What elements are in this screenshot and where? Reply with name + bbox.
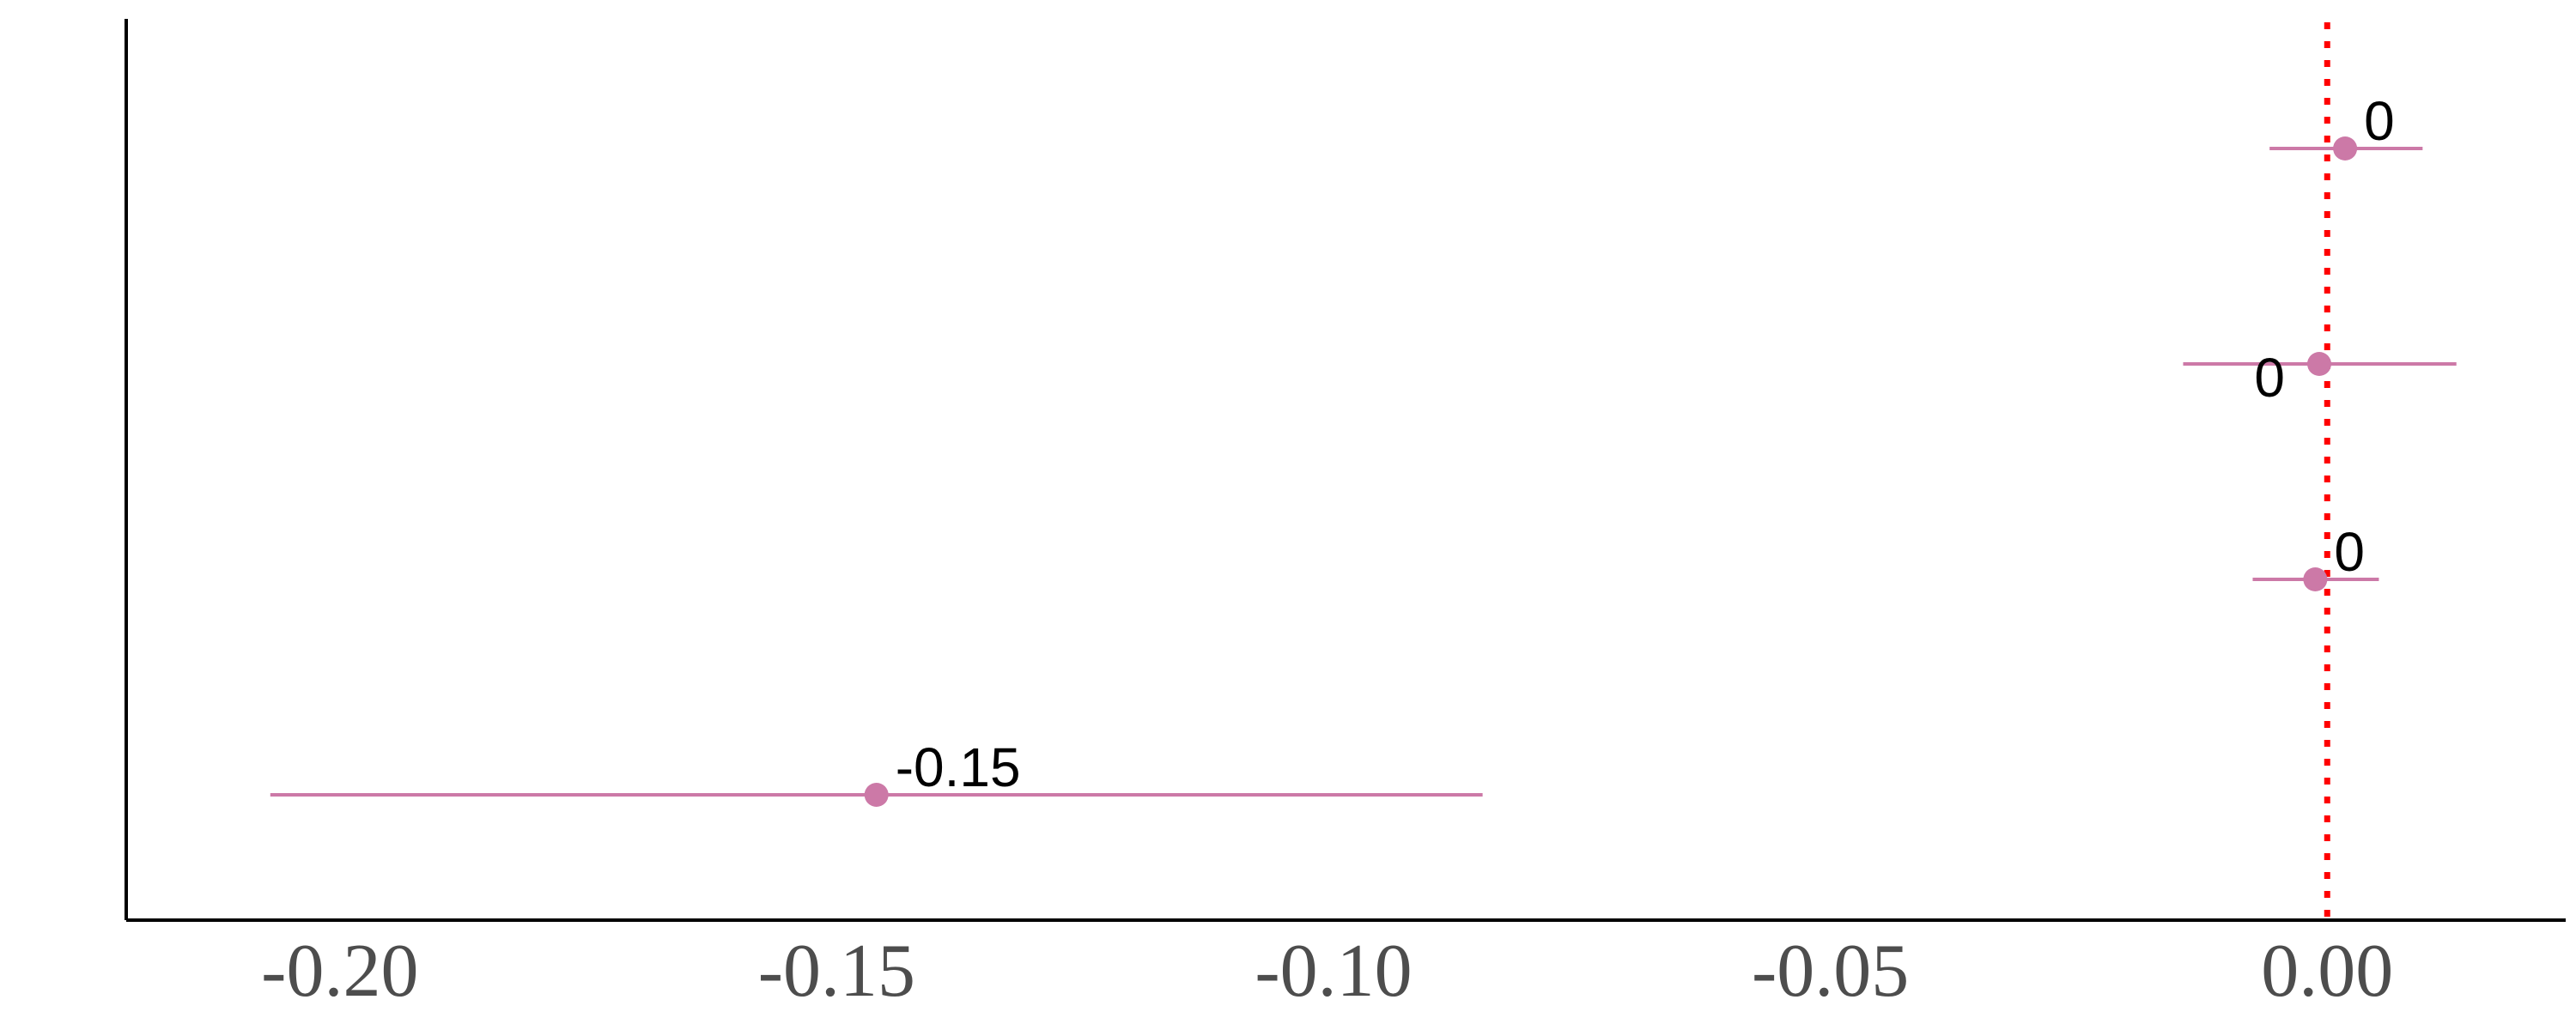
x-tick-label: -0.15: [758, 930, 915, 1013]
forest-row: 0: [2269, 90, 2423, 161]
data-marks: 0 0 0 -0.15: [270, 90, 2457, 807]
point-estimate: [864, 783, 889, 807]
point-estimate: [2333, 136, 2358, 161]
axes: [125, 19, 2566, 922]
forest-row: -0.15: [270, 736, 1483, 807]
point-estimate: [2303, 567, 2328, 591]
point-estimate: [2307, 352, 2332, 376]
forest-row: 0: [2252, 521, 2379, 591]
data-label: 0: [2364, 90, 2395, 152]
forest-row: 0: [2183, 347, 2457, 409]
x-tick-label: 0.00: [2261, 930, 2393, 1013]
x-tick-label: -0.05: [1752, 930, 1909, 1013]
data-label: 0: [2254, 347, 2285, 409]
x-tick-label: -0.10: [1255, 930, 1412, 1013]
x-tick-labels: -0.20 -0.15 -0.10 -0.05 0.00: [261, 930, 2393, 1013]
data-label: -0.15: [896, 736, 1021, 798]
x-tick-label: -0.20: [261, 930, 418, 1013]
data-label: 0: [2334, 521, 2365, 583]
